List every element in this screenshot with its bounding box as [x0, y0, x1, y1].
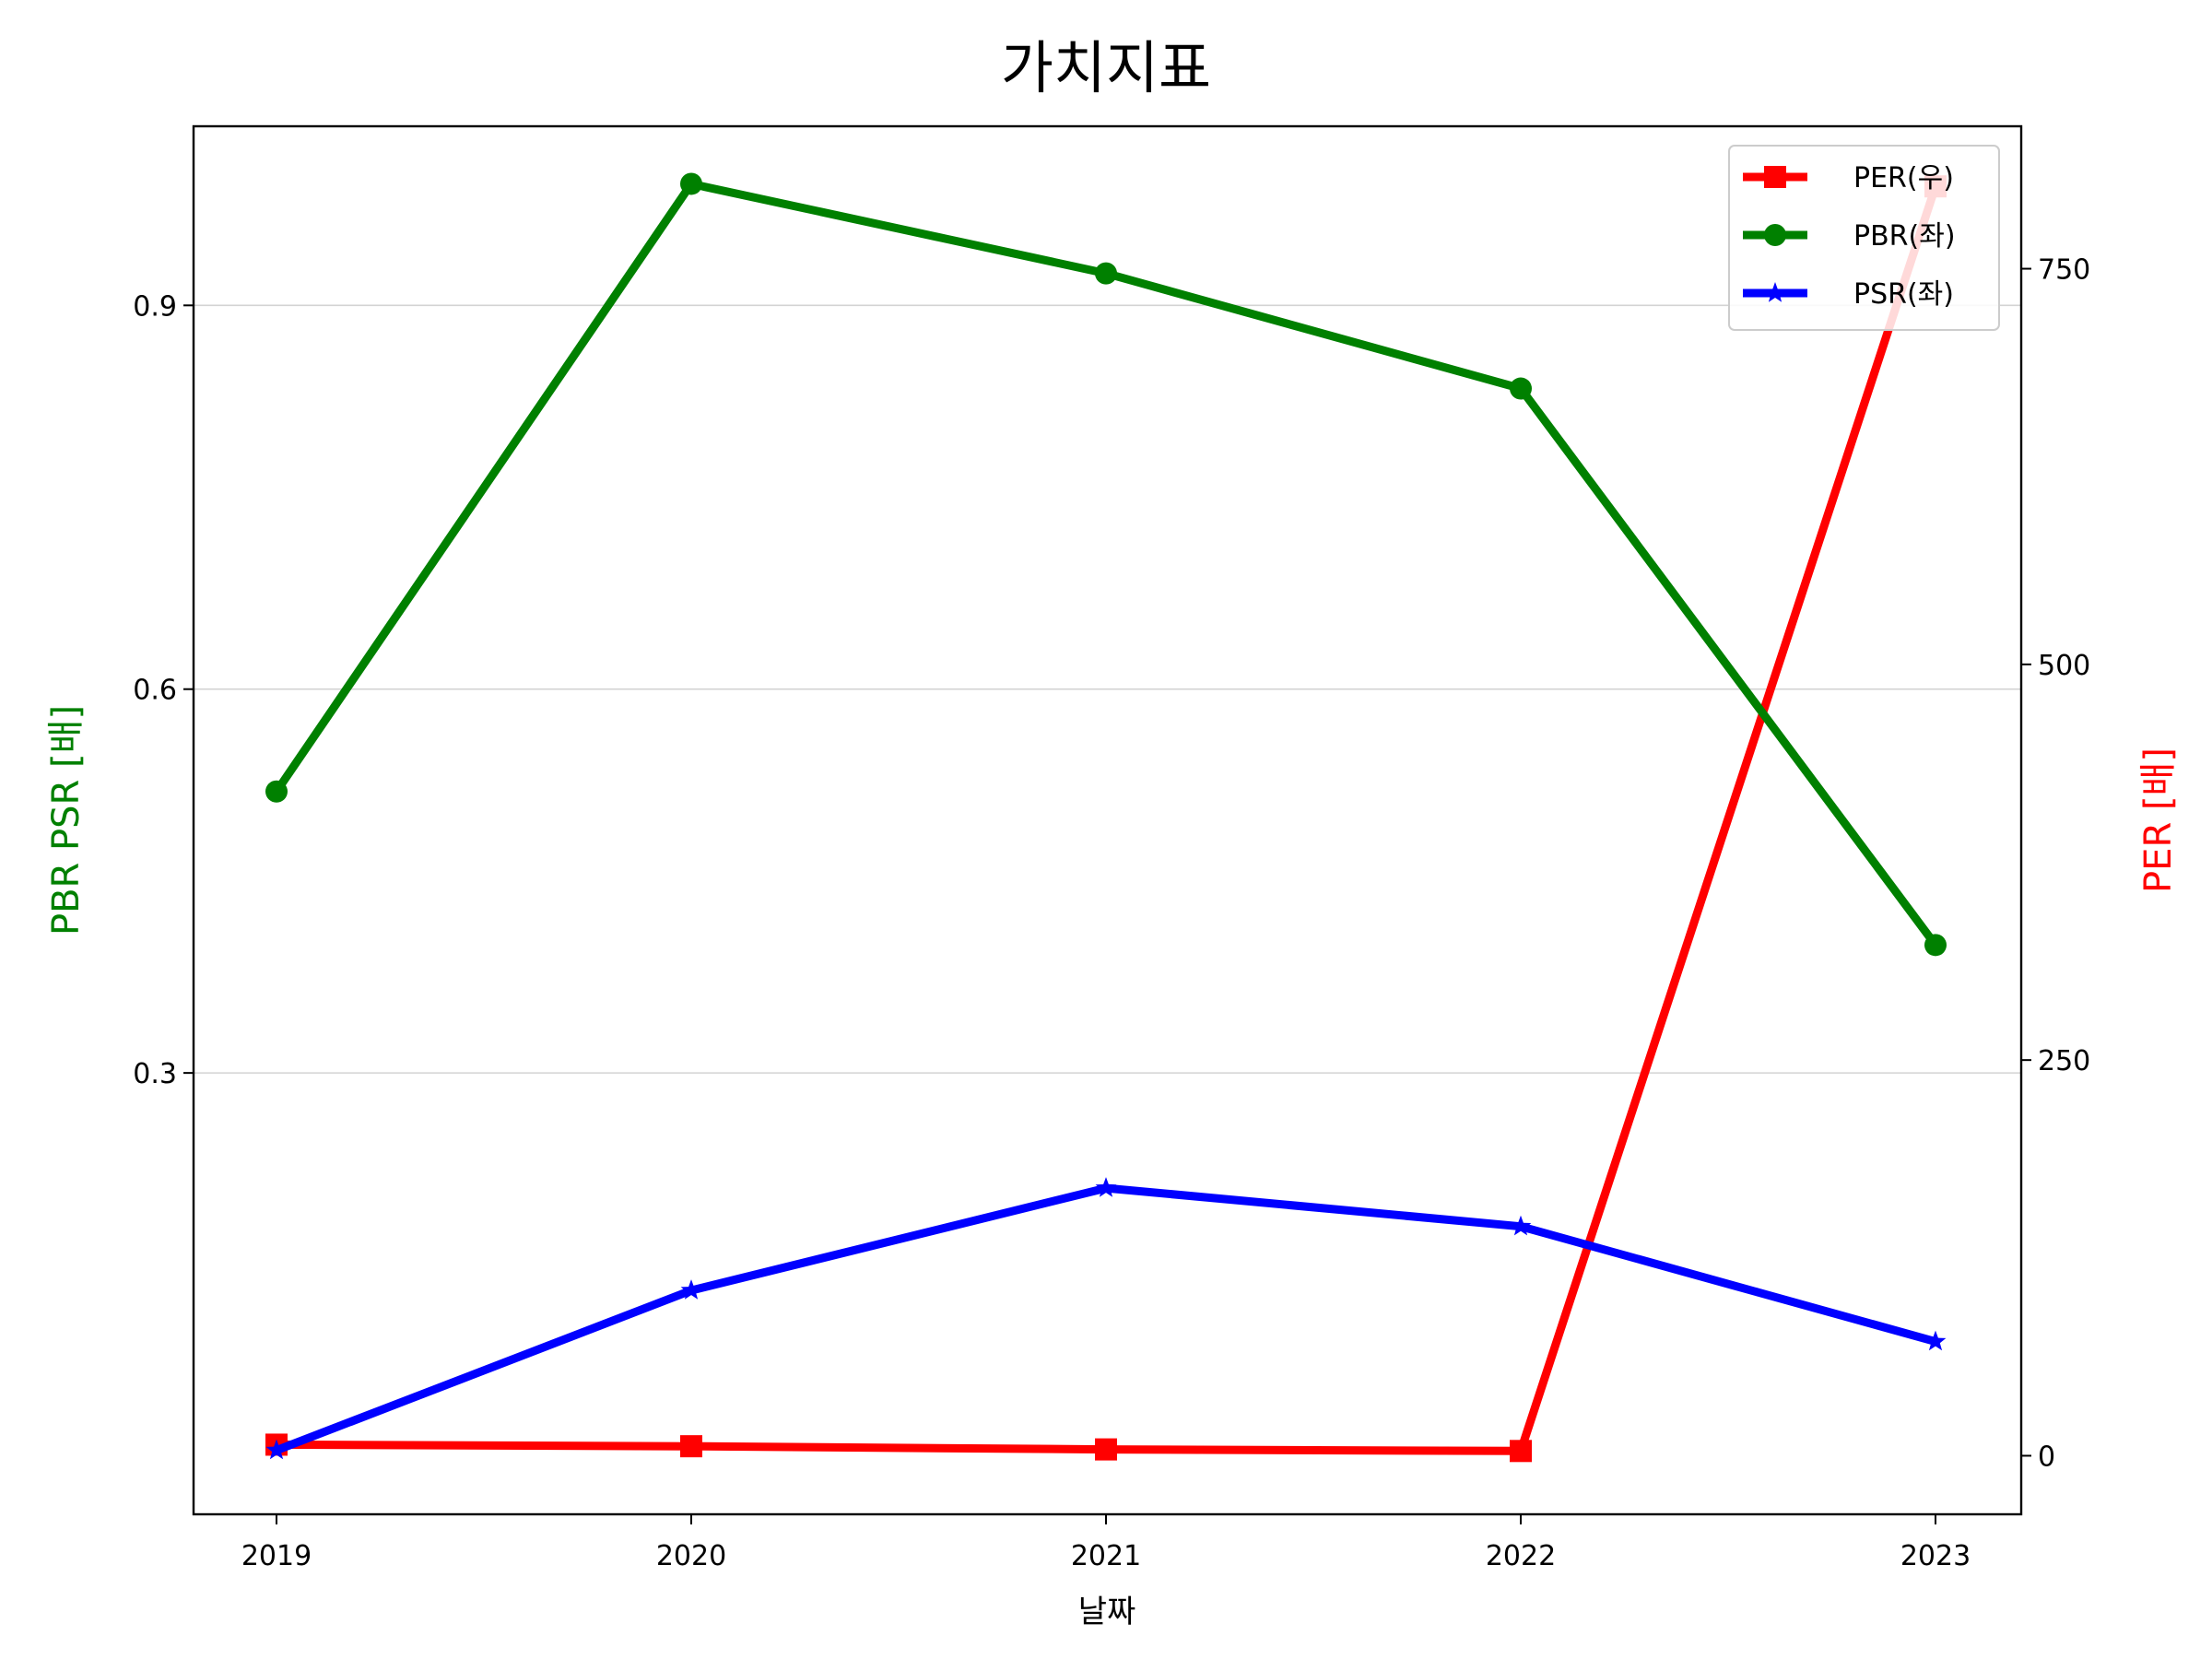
data-point-per: [1510, 1440, 1532, 1463]
data-point-pbr: [1095, 262, 1117, 285]
y-axis-right-label: PER [배]: [2137, 747, 2180, 893]
legend-label-psr: PSR(좌): [1853, 278, 1954, 311]
y-left-tick-label: 0.6: [133, 675, 177, 707]
y-right-tick-label: 500: [2038, 650, 2090, 682]
x-tick-label: 2019: [241, 1540, 312, 1572]
data-point-pbr: [265, 780, 288, 803]
x-tick-label: 2023: [1900, 1540, 1971, 1572]
data-point-psr: [1924, 1330, 1947, 1351]
x-axis: 2019 2020 2021 2022 2023: [241, 1514, 1971, 1572]
legend-box: [1728, 145, 2000, 331]
y-left-tick-label: 0.9: [133, 290, 177, 323]
chart-title: 가치지표: [1001, 34, 1211, 101]
legend: PER(우) PBR(좌) PSR(좌): [1728, 145, 2000, 331]
data-point-pbr: [1510, 377, 1532, 400]
y-right-tick-label: 250: [2038, 1045, 2090, 1077]
data-point-per: [680, 1435, 702, 1458]
y-right-tick-label: 0: [2038, 1441, 2055, 1473]
plot-series: [265, 172, 1947, 1463]
x-tick-label: 2022: [1486, 1540, 1556, 1572]
data-point-psr: [1095, 1177, 1117, 1197]
x-axis-label: 날짜: [1078, 1594, 1136, 1630]
y-left-tick-label: 0.3: [133, 1058, 177, 1090]
legend-marker-psr: [1764, 282, 1786, 302]
x-tick-label: 2020: [656, 1540, 726, 1572]
series-pbr: [265, 172, 1947, 957]
y-axis-left-label: PBR PSR [배]: [45, 705, 88, 935]
data-point-pbr: [680, 172, 702, 195]
grid-lines: [194, 304, 2021, 1074]
legend-marker-per: [1764, 166, 1786, 188]
y-right-tick-label: 750: [2038, 254, 2090, 287]
data-point-psr: [1510, 1215, 1532, 1236]
y-axis-left: 0.3 0.6 0.9: [133, 290, 194, 1090]
series-psr: [265, 1177, 1947, 1460]
x-tick-label: 2021: [1071, 1540, 1141, 1572]
plot-area-frame: [192, 124, 2023, 1516]
legend-label-pbr: PBR(좌): [1853, 220, 1956, 253]
y-axis-right: 0 250 500 750: [2021, 254, 2090, 1473]
data-point-per: [1095, 1438, 1117, 1461]
legend-label-per: PER(우): [1853, 162, 1954, 194]
data-point-pbr: [1924, 934, 1947, 957]
legend-marker-pbr: [1764, 224, 1786, 246]
data-point-psr: [265, 1439, 288, 1460]
data-point-psr: [680, 1279, 702, 1300]
